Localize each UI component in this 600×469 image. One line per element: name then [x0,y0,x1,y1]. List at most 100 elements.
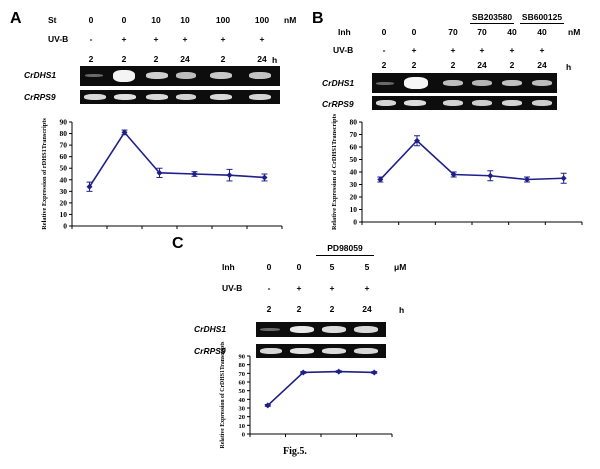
time-unit-a: h [272,55,278,65]
band [354,326,378,333]
y-tick-label: 60 [239,380,246,387]
band [260,328,280,331]
gene-label-a-1: CrDHS1 [24,70,57,80]
band [532,80,552,86]
time-value-b-4: 24 [477,60,487,70]
time-value-c-2: 2 [296,304,302,314]
data-point [335,368,342,375]
time-value-b-2: 2 [411,60,417,70]
row2-value-b-1: - [382,45,386,55]
row2-value-a-3: + [153,34,159,44]
band [404,77,428,89]
y-tick-label: 80 [350,118,358,127]
gel-b-dhs1 [372,73,557,93]
data-point [371,369,378,376]
y-tick-label: 0 [63,222,67,231]
band [249,94,271,100]
gel-c-dhs1 [256,322,386,337]
gel-a-dhs1 [80,66,280,86]
gene-label-b-2: CrRPS9 [322,99,354,109]
y-tick-label: 20 [350,193,358,202]
row2-value-a-4: + [182,34,188,44]
band [260,348,282,354]
band [354,348,378,354]
data-point [226,172,233,179]
y-tick-label: 80 [239,362,246,369]
band [85,74,103,77]
data-point [300,369,307,376]
panel-letter-b: B [312,10,324,27]
row1-value-c-3: 5 [329,262,335,272]
expression-chart-b: Relative Expression of CrDHS1Transcripts… [331,113,583,230]
row2-value-b-5: + [509,45,515,55]
band [322,326,346,333]
series-line [267,370,375,406]
band [472,100,492,106]
row1-value-c-2: 0 [296,262,302,272]
row2-value-a-6: + [259,34,265,44]
band [210,72,232,79]
row1-value-b-1: 0 [381,27,387,37]
band [146,72,168,79]
gene-label-a-2: CrRPS9 [24,92,56,102]
time-unit-b: h [566,62,572,72]
band [210,94,232,100]
time-value-b-5: 2 [509,60,515,70]
time-value-a-4: 24 [180,54,190,64]
band [443,80,463,86]
y-tick-label: 10 [60,210,68,219]
data-point [86,183,93,190]
band [322,348,346,354]
y-tick-label: 70 [239,371,246,378]
panel-letter-a: A [10,10,22,27]
y-tick-label: 50 [350,155,358,164]
row2-value-c-1: - [267,283,271,293]
y-tick-label: 90 [60,118,68,127]
data-point [414,137,420,144]
row1-label-b: Inh [338,27,351,37]
row1-value-b-5: 40 [507,27,517,37]
row2-label-b: UV-B [333,45,354,55]
inhibitor-name-pd98059: PD98059 [327,243,363,253]
band [290,326,314,333]
gene-label-c-2: CrRPS9 [194,346,226,356]
band [404,100,426,106]
y-tick-label: 40 [60,175,68,184]
data-point [560,175,567,182]
data-point [156,169,163,176]
time-value-a-1: 2 [88,54,94,64]
row1-value-a-5: 100 [215,15,231,25]
band [113,70,135,82]
row1-label-a: St [48,15,57,25]
row1-label-c: Inh [222,262,235,272]
row1-value-b-2: 0 [411,27,417,37]
row2-value-b-6: + [539,45,545,55]
row2-value-a-5: + [220,34,226,44]
time-value-a-5: 2 [220,54,226,64]
row2-value-b-4: + [479,45,485,55]
row1-value-c-1: 0 [266,262,272,272]
inhibitor-name-sb203580: SB203580 [471,12,513,22]
data-point [487,172,494,179]
y-tick-label: 60 [350,143,358,152]
row1-value-a-3: 10 [151,15,161,25]
y-tick-label: 30 [350,180,358,189]
band [290,348,314,354]
y-tick-label: 40 [350,168,358,177]
row1-value-b-3: 70 [448,27,458,37]
gene-label-c-1: CrDHS1 [194,324,227,334]
band [114,94,136,100]
time-value-a-2: 2 [121,54,127,64]
data-point [264,402,271,409]
row2-value-c-4: + [364,283,370,293]
time-value-c-1: 2 [266,304,272,314]
row1-value-a-1: 0 [88,15,94,25]
y-tick-label: 90 [239,354,246,361]
y-axis-label: Relative Expression of CrDHS1Transcripts [331,113,338,230]
band [176,94,196,100]
row1-unit-c: μM [394,262,407,272]
data-point [450,171,457,178]
time-value-b-6: 24 [537,60,547,70]
y-tick-label: 0 [353,218,357,227]
inhibitor-name-sb600125: SB600125 [521,12,563,22]
